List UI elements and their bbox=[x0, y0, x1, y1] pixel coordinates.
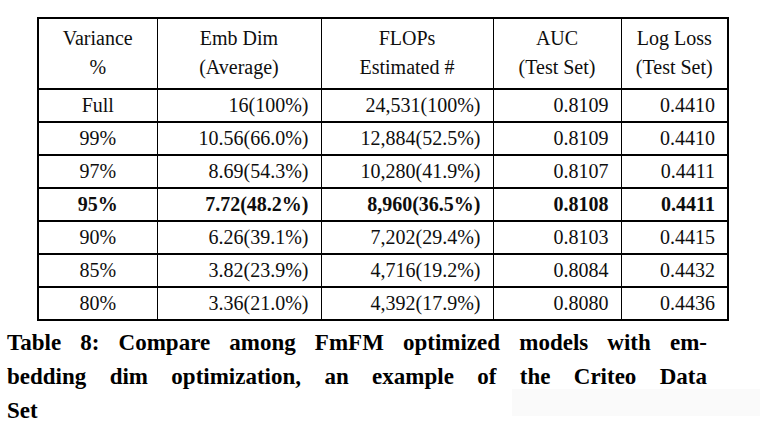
cell-log-loss: 0.4432 bbox=[621, 254, 728, 287]
table-row-95-highlighted: 95% 7.72(48.2%) 8,960(36.5%) 0.8108 0.44… bbox=[38, 188, 728, 221]
table-row-85: 85% 3.82(23.9%) 4,716(19.2%) 0.8084 0.44… bbox=[38, 254, 728, 287]
cell-emb-dim: 3.36(21.0%) bbox=[157, 287, 321, 320]
cell-flops: 4,392(17.9%) bbox=[321, 287, 493, 320]
cell-log-loss: 0.4415 bbox=[621, 221, 728, 254]
results-table: Variance % Emb Dim (Average) FLOPs Estim… bbox=[37, 17, 729, 321]
cell-variance: 90% bbox=[38, 221, 157, 254]
cell-auc: 0.8080 bbox=[493, 287, 621, 320]
cell-auc: 0.8107 bbox=[493, 155, 621, 188]
caption-line: Table 8: Compare among FmFM optimized mo… bbox=[7, 326, 707, 360]
table-row-80: 80% 3.36(21.0%) 4,392(17.9%) 0.8080 0.44… bbox=[38, 287, 728, 320]
table-row-full: Full 16(100%) 24,531(100%) 0.8109 0.4410 bbox=[38, 89, 728, 122]
scan-artifact bbox=[512, 389, 760, 416]
cell-emb-dim: 6.26(39.1%) bbox=[157, 221, 321, 254]
cell-log-loss: 0.4436 bbox=[621, 287, 728, 320]
column-header-variance: Variance % bbox=[38, 18, 157, 89]
cell-flops: 24,531(100%) bbox=[321, 89, 493, 122]
cell-emb-dim: 8.69(54.3%) bbox=[157, 155, 321, 188]
column-header-emb-dim: Emb Dim (Average) bbox=[157, 18, 321, 89]
cell-emb-dim: 3.82(23.9%) bbox=[157, 254, 321, 287]
header-line: Emb Dim bbox=[160, 24, 319, 53]
column-header-auc: AUC (Test Set) bbox=[493, 18, 621, 89]
cell-emb-dim: 16(100%) bbox=[157, 89, 321, 122]
column-header-log-loss: Log Loss (Test Set) bbox=[621, 18, 728, 89]
header-line: Variance bbox=[41, 24, 155, 53]
column-header-flops: FLOPs Estimated # bbox=[321, 18, 493, 89]
header-line: Log Loss bbox=[624, 24, 726, 53]
cell-auc: 0.8103 bbox=[493, 221, 621, 254]
header-line: Estimated # bbox=[324, 53, 491, 82]
cell-auc: 0.8109 bbox=[493, 122, 621, 155]
cell-flops: 12,884(52.5%) bbox=[321, 122, 493, 155]
cell-log-loss: 0.4410 bbox=[621, 89, 728, 122]
table-row-97: 97% 8.69(54.3%) 10,280(41.9%) 0.8107 0.4… bbox=[38, 155, 728, 188]
cell-flops: 8,960(36.5%) bbox=[321, 188, 493, 221]
cell-variance: Full bbox=[38, 89, 157, 122]
header-row: Variance % Emb Dim (Average) FLOPs Estim… bbox=[38, 18, 728, 89]
cell-variance: 99% bbox=[38, 122, 157, 155]
cell-auc: 0.8108 bbox=[493, 188, 621, 221]
header-line: FLOPs bbox=[324, 24, 491, 53]
cell-variance: 95% bbox=[38, 188, 157, 221]
cell-flops: 10,280(41.9%) bbox=[321, 155, 493, 188]
cell-log-loss: 0.4411 bbox=[621, 188, 728, 221]
cell-variance: 80% bbox=[38, 287, 157, 320]
cell-variance: 97% bbox=[38, 155, 157, 188]
cell-emb-dim: 10.56(66.0%) bbox=[157, 122, 321, 155]
cell-flops: 4,716(19.2%) bbox=[321, 254, 493, 287]
table-row-99: 99% 10.56(66.0%) 12,884(52.5%) 0.8109 0.… bbox=[38, 122, 728, 155]
cell-flops: 7,202(29.4%) bbox=[321, 221, 493, 254]
cell-auc: 0.8109 bbox=[493, 89, 621, 122]
table-row-90: 90% 6.26(39.1%) 7,202(29.4%) 0.8103 0.44… bbox=[38, 221, 728, 254]
header-line: AUC bbox=[496, 24, 619, 53]
header-line: % bbox=[41, 53, 155, 82]
header-line: (Test Set) bbox=[496, 53, 619, 82]
header-line: (Test Set) bbox=[624, 53, 726, 82]
cell-emb-dim: 7.72(48.2%) bbox=[157, 188, 321, 221]
cell-log-loss: 0.4410 bbox=[621, 122, 728, 155]
cell-auc: 0.8084 bbox=[493, 254, 621, 287]
cell-log-loss: 0.4411 bbox=[621, 155, 728, 188]
header-line: (Average) bbox=[160, 53, 319, 82]
cell-variance: 85% bbox=[38, 254, 157, 287]
